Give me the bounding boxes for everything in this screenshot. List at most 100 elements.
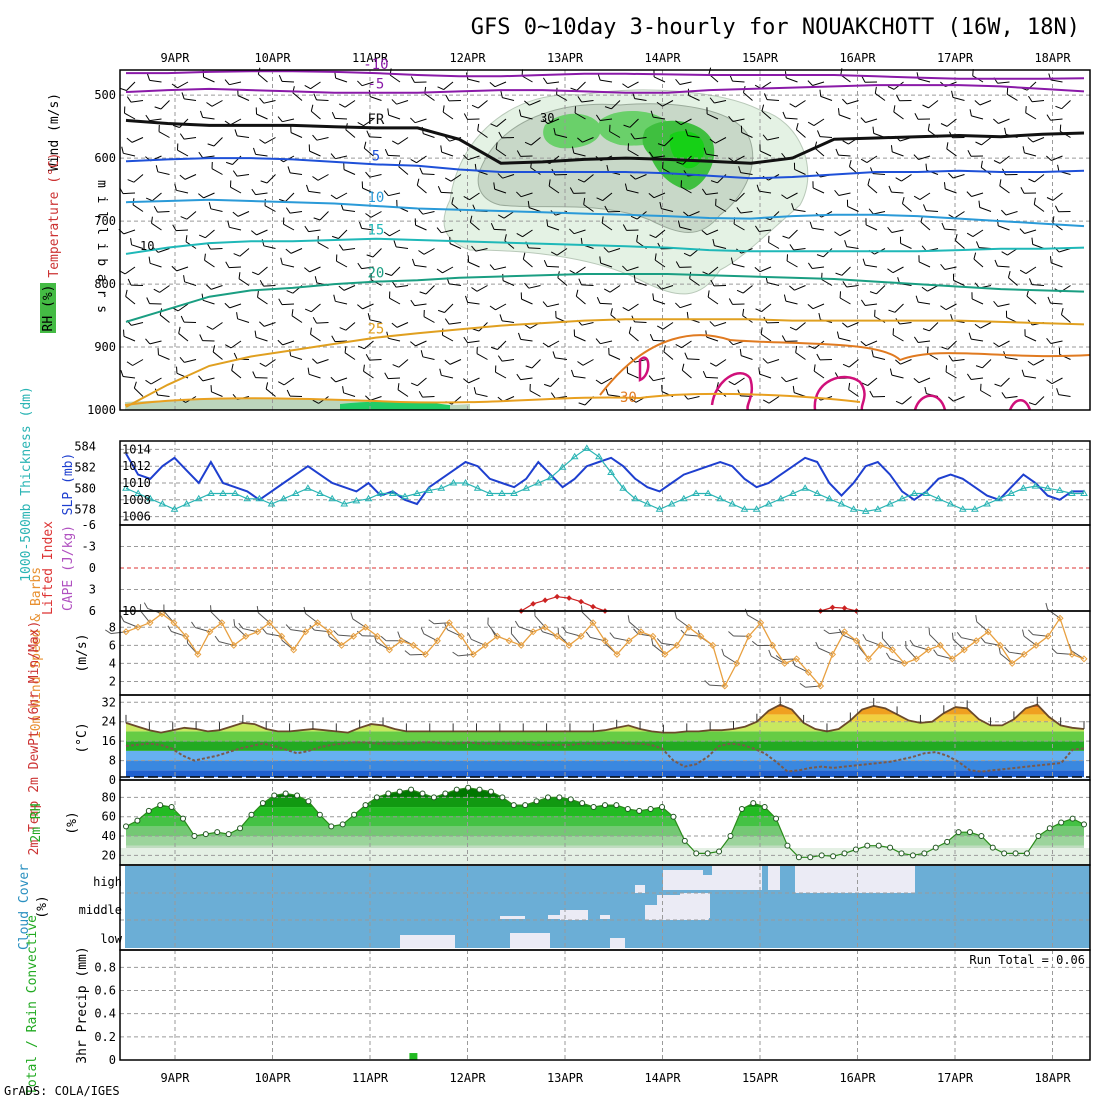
barb-shaft	[759, 373, 772, 379]
wind-barb	[384, 266, 401, 276]
wind-barb	[393, 240, 409, 249]
rh-point	[191, 833, 198, 840]
barb10-flag	[998, 647, 1001, 654]
barb-flag	[807, 121, 815, 126]
wind10-point	[972, 637, 980, 645]
barb-flag	[172, 124, 180, 128]
barb-flag	[569, 228, 575, 235]
wind-barb	[153, 285, 170, 293]
y-tick-label: 32	[102, 695, 116, 709]
barb10-flag	[233, 619, 236, 626]
barb-flag	[865, 218, 867, 225]
barb10-flag	[1051, 648, 1058, 654]
barb-shaft	[575, 266, 586, 275]
rh-point	[1046, 825, 1053, 832]
barb-flag	[1057, 164, 1060, 172]
barb-shaft	[556, 248, 568, 256]
cape-label: CAPE (J/kg)	[61, 525, 76, 611]
barb10-shaft	[140, 610, 151, 624]
thickness-tick: 584	[74, 439, 96, 453]
wind-barb	[155, 165, 170, 175]
barb-flag	[471, 104, 479, 109]
wind-barb	[304, 266, 321, 273]
wind-barb	[648, 375, 666, 382]
wind-barb	[542, 340, 560, 348]
rh-surface-green	[340, 401, 450, 410]
thickness-marker	[813, 489, 822, 496]
wind-barb	[363, 141, 374, 157]
barb-shaft	[290, 355, 303, 360]
barb-shaft	[1032, 137, 1045, 143]
barb-shaft	[838, 337, 851, 342]
wind-barb	[966, 373, 984, 380]
barb-flag	[950, 314, 954, 321]
barb-shaft	[362, 187, 374, 194]
barb-flag	[781, 194, 788, 200]
barb-shaft	[157, 211, 170, 213]
wind-barb	[124, 106, 136, 120]
wind-barb	[463, 377, 480, 384]
barb-shaft	[1032, 100, 1045, 103]
barb-flag	[652, 293, 655, 301]
barb-shaft	[493, 228, 507, 231]
thickness-marker	[849, 505, 858, 512]
wind-barb	[287, 166, 303, 175]
barb-shaft	[397, 137, 409, 145]
wind-barb	[844, 240, 859, 249]
barb-shaft	[891, 229, 904, 233]
barb-flag	[198, 234, 206, 239]
wind-barb	[633, 274, 647, 286]
wind-barb	[384, 149, 401, 157]
wind-barb	[599, 256, 613, 268]
barb-flag	[1049, 256, 1052, 263]
wind-barb	[292, 86, 303, 101]
rh-point	[579, 800, 586, 807]
wind10-point	[888, 646, 896, 654]
barb-flag	[516, 373, 522, 380]
y-tick-label: 40	[102, 829, 116, 843]
barb-shaft	[476, 353, 488, 360]
wind-barb	[890, 145, 904, 157]
wind-barb	[793, 162, 806, 175]
wind-barb	[1001, 209, 1018, 216]
barb-flag	[155, 165, 159, 172]
wind-barb	[1019, 228, 1037, 234]
barb10-flag	[356, 630, 363, 637]
barb-flag	[363, 364, 365, 372]
rh-point	[271, 792, 278, 799]
wind10-grid	[120, 611, 1090, 695]
barb-flag	[603, 288, 611, 293]
barb-flag	[280, 257, 283, 265]
lifted-index-point	[829, 604, 836, 611]
wind-barb	[546, 219, 560, 231]
barb-shaft	[1024, 229, 1037, 234]
run-total: Run Total = 0.06	[969, 953, 1085, 967]
y-tick-label: 8	[109, 754, 116, 768]
barb-shaft	[823, 248, 833, 258]
rh-point	[624, 805, 631, 812]
barb-shaft	[846, 246, 859, 249]
barb-shaft	[149, 340, 162, 345]
wind-barb	[463, 192, 480, 201]
barb-flag	[1046, 337, 1052, 344]
barb-flag	[755, 308, 762, 313]
barb-flag	[206, 325, 213, 330]
wind-barb	[860, 340, 878, 347]
barb-flag	[1054, 246, 1060, 253]
wind-barb	[709, 137, 727, 144]
wind-barb	[336, 254, 348, 268]
rh-point	[396, 788, 403, 795]
wind-barb	[895, 359, 912, 365]
barb-flag	[151, 216, 153, 224]
barb-flag	[200, 110, 204, 118]
thickness-marker	[279, 494, 288, 502]
barb-shaft	[821, 279, 833, 286]
barb10-shaft	[613, 637, 630, 642]
wind-barb	[436, 266, 454, 274]
wind-barb	[1059, 124, 1071, 138]
barb-shaft	[1000, 377, 1010, 387]
barb-flag	[922, 328, 930, 332]
wind-barb	[232, 170, 250, 177]
wind-barb	[230, 180, 242, 194]
wind-barb	[473, 387, 488, 397]
